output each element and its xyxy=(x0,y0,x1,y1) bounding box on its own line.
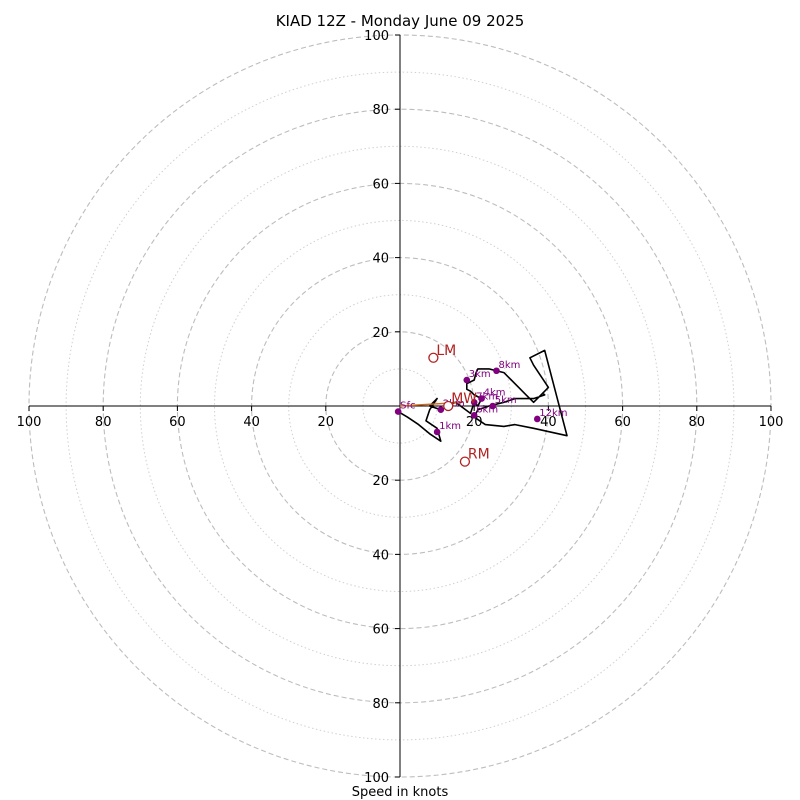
x-axis-label: Speed in knots xyxy=(352,785,449,800)
storm-motion-label-MW: MW xyxy=(451,391,477,407)
tick-label-right-80: 80 xyxy=(689,415,706,430)
tick-label-left-40: 40 xyxy=(243,415,260,430)
hodograph-series xyxy=(397,349,568,443)
tick-label-top-100: 100 xyxy=(364,29,389,44)
mean-wind-line xyxy=(399,401,464,407)
height-label-2km: 2km xyxy=(443,399,465,410)
tick-label-right-60: 60 xyxy=(614,415,631,430)
tick-label-right-100: 100 xyxy=(759,415,784,430)
tick-label-bottom-60: 60 xyxy=(372,623,389,638)
tick-label-bottom-80: 80 xyxy=(372,697,389,712)
height-marker-12km xyxy=(533,415,541,423)
height-label-3km: 3km xyxy=(469,369,491,380)
storm-motion-label-LM: LM xyxy=(436,343,456,359)
tick-label-left-80: 80 xyxy=(95,415,112,430)
tick-label-bottom-100: 100 xyxy=(364,771,389,786)
height-marker-4km xyxy=(478,395,485,402)
height-marker-7km xyxy=(470,398,478,406)
height-label-Sfc: Sfc xyxy=(400,401,415,412)
height-marker-3km xyxy=(463,376,471,384)
height-label-1km: 1km xyxy=(439,421,461,432)
storm-motion-markers: LM RM MW xyxy=(428,343,490,467)
height-label-8km: 8km xyxy=(498,360,520,371)
tick-label-top-80: 80 xyxy=(372,103,389,118)
storm-motion-marker-MW xyxy=(443,400,454,412)
height-label-7km: 7km xyxy=(476,391,498,402)
height-label-4km: 4km xyxy=(484,388,506,399)
chart-title: KIAD 12Z - Monday June 09 2025 xyxy=(276,12,525,30)
height-marker-5km xyxy=(489,402,497,410)
height-marker-6km xyxy=(470,411,478,419)
tick-label-top-60: 60 xyxy=(372,177,389,192)
height-label-5km: 5km xyxy=(495,395,517,406)
height-marker-2km xyxy=(437,406,445,414)
hodograph-trace xyxy=(397,349,568,443)
tick-label-bottom-40: 40 xyxy=(372,548,389,563)
tick-label-left-100: 100 xyxy=(17,415,42,430)
tick-labels: 20 100 20 20 40 80 40 40 60 60 60 60 80 40 80 80 100 20 10… xyxy=(17,29,784,786)
tick-label-left-20: 20 xyxy=(318,415,335,430)
height-marker-1km xyxy=(433,428,441,436)
height-marker-8km xyxy=(493,367,500,375)
tick-label-right-20: 20 xyxy=(466,415,483,430)
storm-motion-marker-RM xyxy=(459,456,471,467)
height-label-6km: 6km xyxy=(476,404,498,415)
tick-label-right-40: 40 xyxy=(540,415,557,430)
height-marker-Sfc xyxy=(394,408,402,415)
tick-label-top-20: 20 xyxy=(372,326,389,341)
tick-label-bottom-20: 20 xyxy=(372,474,389,489)
tick-label-top-40: 40 xyxy=(372,252,389,267)
tick-label-left-60: 60 xyxy=(169,415,186,430)
storm-motion-marker-LM xyxy=(428,352,439,363)
height-label-12km: 12km xyxy=(539,408,567,419)
storm-motion-label-RM: RM xyxy=(468,447,490,463)
